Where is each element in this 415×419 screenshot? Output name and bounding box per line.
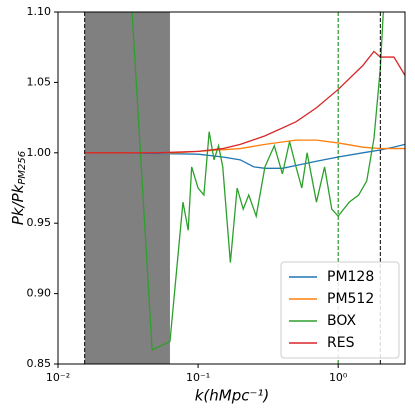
series-line bbox=[84, 50, 405, 154]
legend-label: PM128 bbox=[327, 269, 374, 285]
y-tick-label: 1.05 bbox=[27, 75, 52, 88]
shaded-region bbox=[84, 12, 170, 364]
y-tick-label: 1.10 bbox=[27, 5, 52, 18]
y-tick-label: 0.85 bbox=[27, 357, 52, 370]
legend-box bbox=[280, 261, 400, 359]
y-axis-label-main: Pk/Pk bbox=[9, 183, 27, 225]
legend-label: PM512 bbox=[327, 291, 374, 307]
plot-frame bbox=[57, 11, 406, 365]
legend: PM128 PM512 BOX RES bbox=[280, 261, 400, 359]
series-line bbox=[131, 12, 384, 351]
y-axis-label-sub: PM256 bbox=[17, 151, 28, 185]
legend-label: BOX bbox=[327, 313, 356, 329]
y-tick-label: 0.95 bbox=[27, 216, 52, 229]
legend-label: RES bbox=[327, 335, 355, 351]
x-tick-label: 10⁰ bbox=[329, 371, 348, 384]
x-tick-label: 10⁻¹ bbox=[186, 371, 210, 384]
y-axis-label: Pk/PkPM256 bbox=[9, 151, 29, 225]
y-tick-label: 1.00 bbox=[27, 146, 52, 159]
x-axis-label: k(hMpc⁻¹) bbox=[195, 387, 270, 405]
plot-area bbox=[84, 12, 405, 364]
x-tick-label: 10⁻² bbox=[46, 371, 70, 384]
y-tick-label: 0.90 bbox=[27, 287, 52, 300]
